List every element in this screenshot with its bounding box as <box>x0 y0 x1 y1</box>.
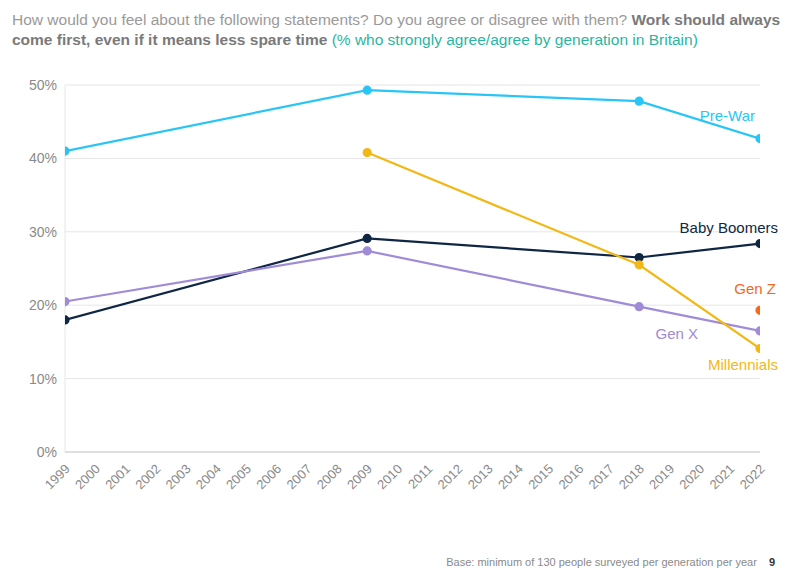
svg-text:2009: 2009 <box>344 461 375 492</box>
svg-text:2016: 2016 <box>555 461 586 492</box>
svg-text:2018: 2018 <box>616 461 647 492</box>
svg-text:50%: 50% <box>29 77 57 93</box>
svg-text:20%: 20% <box>29 297 57 313</box>
svg-text:2005: 2005 <box>223 461 254 492</box>
svg-text:2000: 2000 <box>72 461 103 492</box>
svg-text:2007: 2007 <box>283 461 314 492</box>
svg-text:2012: 2012 <box>435 461 466 492</box>
svg-text:Millennials: Millennials <box>708 356 778 373</box>
html-text:Base: minimum of 130 people su: Base: minimum of 130 people surveyed per… <box>446 556 757 568</box>
svg-text:10%: 10% <box>29 371 57 387</box>
svg-text:Baby Boomers: Baby Boomers <box>680 219 778 236</box>
svg-text:Pre-War: Pre-War <box>700 107 755 124</box>
svg-text:2015: 2015 <box>525 461 556 492</box>
svg-text:2014: 2014 <box>495 461 526 492</box>
svg-text:2002: 2002 <box>132 461 163 492</box>
svg-text:2020: 2020 <box>676 461 707 492</box>
svg-text:0%: 0% <box>37 444 57 460</box>
svg-text:2006: 2006 <box>253 461 284 492</box>
svg-text:2019: 2019 <box>646 461 677 492</box>
svg-text:2013: 2013 <box>465 461 496 492</box>
svg-text:1999: 1999 <box>42 461 73 492</box>
html-text:How would you feel about the f: How would you feel about the following s… <box>12 11 781 48</box>
svg-text:2008: 2008 <box>314 461 345 492</box>
svg-text:2011: 2011 <box>405 461 435 491</box>
svg-text:2001: 2001 <box>102 461 133 492</box>
svg-text:40%: 40% <box>29 150 57 166</box>
svg-text:2010: 2010 <box>374 461 405 492</box>
svg-text:Gen X: Gen X <box>655 325 698 342</box>
svg-text:2022: 2022 <box>737 461 768 492</box>
svg-text:2017: 2017 <box>586 461 617 492</box>
svg-text:Gen Z: Gen Z <box>734 280 776 297</box>
svg-text:2021: 2021 <box>707 461 738 492</box>
svg-text:2004: 2004 <box>193 461 224 492</box>
svg-text:2003: 2003 <box>163 461 194 492</box>
svg-text:30%: 30% <box>29 224 57 240</box>
html-text:9: 9 <box>768 556 775 568</box>
